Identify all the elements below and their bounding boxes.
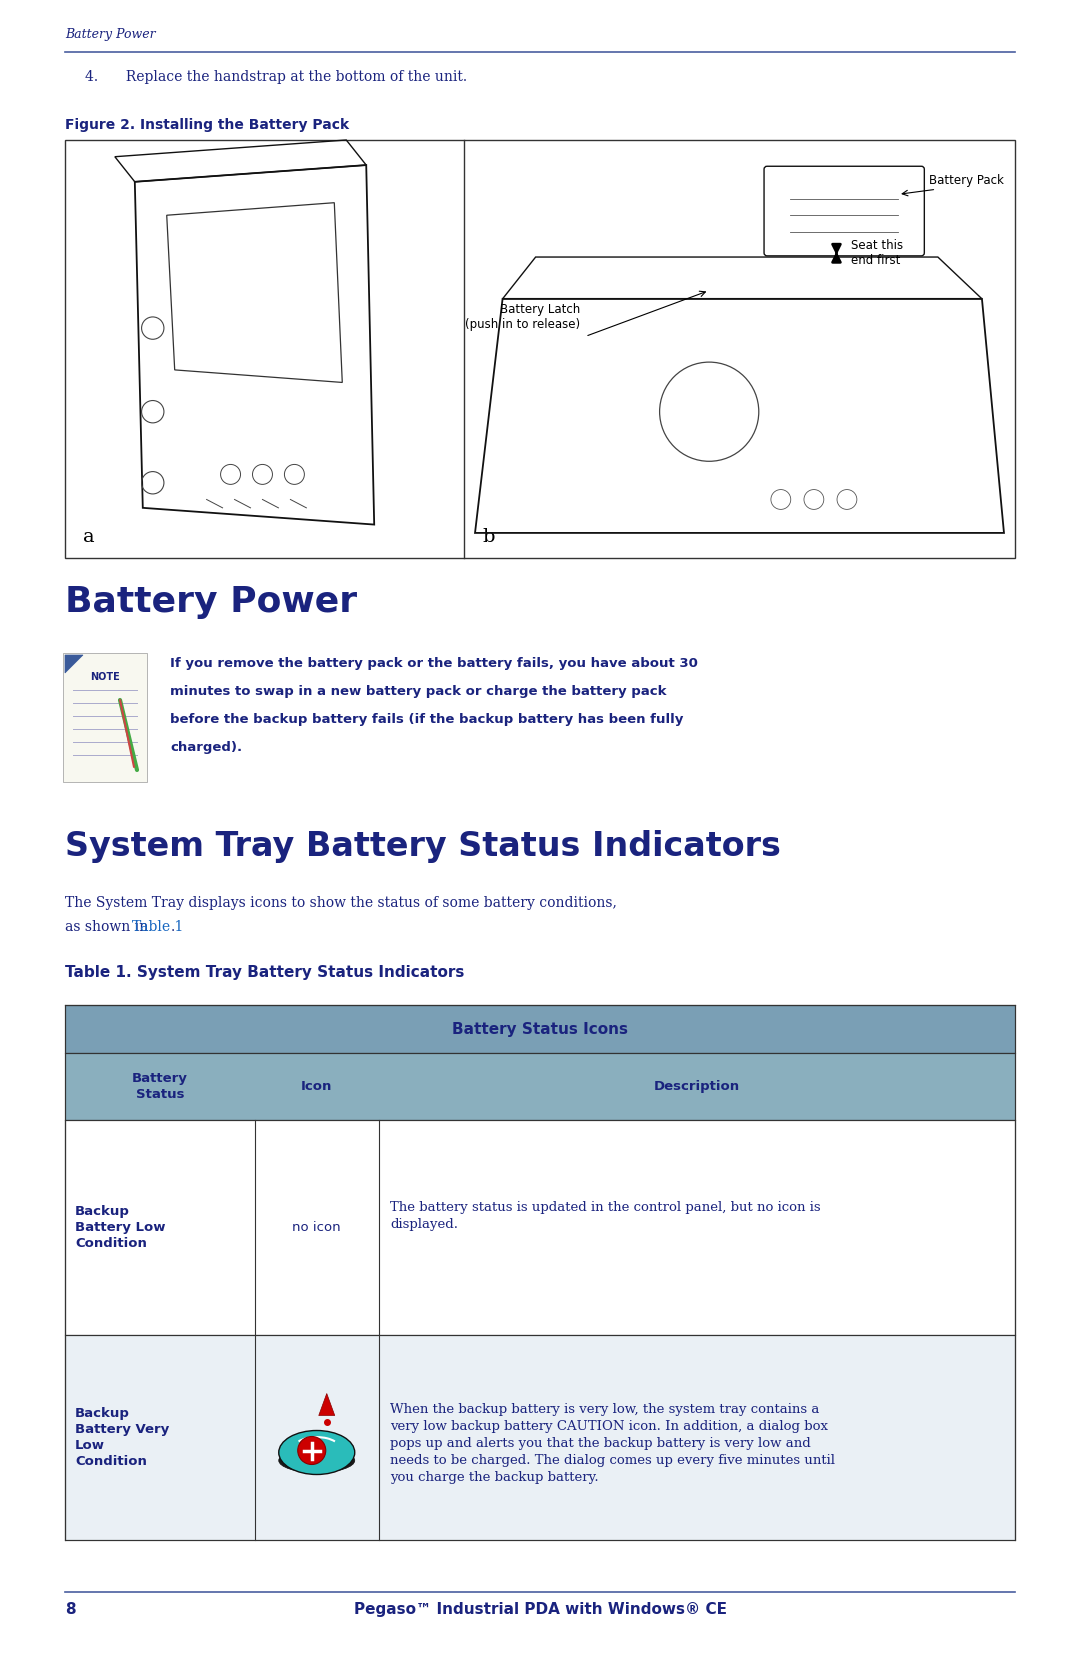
Text: minutes to swap in a new battery pack or charge the battery pack: minutes to swap in a new battery pack or… (170, 684, 666, 698)
Text: Description: Description (653, 1080, 740, 1093)
Text: a: a (83, 527, 95, 546)
Text: The battery status is updated in the control panel, but no icon is
displayed.: The battery status is updated in the con… (391, 1200, 821, 1230)
Text: System Tray Battery Status Indicators: System Tray Battery Status Indicators (65, 829, 781, 863)
Text: Backup
Battery Low
Condition: Backup Battery Low Condition (75, 1205, 165, 1250)
Text: no icon: no icon (293, 1222, 341, 1233)
Bar (65, 140, 1015, 557)
Text: as shown in: as shown in (65, 920, 152, 935)
Text: Battery Power: Battery Power (65, 586, 357, 619)
Ellipse shape (279, 1449, 354, 1472)
Text: before the backup battery fails (if the backup battery has been fully: before the backup battery fails (if the … (170, 713, 684, 726)
Text: Pegaso™ Industrial PDA with Windows® CE: Pegaso™ Industrial PDA with Windows® CE (353, 1602, 727, 1617)
Text: When the backup battery is very low, the system tray contains a
very low backup : When the backup battery is very low, the… (391, 1402, 836, 1484)
Text: 8: 8 (65, 1602, 76, 1617)
Bar (65, 1120, 1015, 1335)
Bar (65, 1053, 1015, 1120)
Text: Battery Power: Battery Power (65, 28, 156, 42)
Text: Icon: Icon (301, 1080, 333, 1093)
Text: .: . (171, 920, 175, 935)
Text: If you remove the battery pack or the battery fails, you have about 30: If you remove the battery pack or the ba… (170, 658, 698, 669)
Circle shape (298, 1437, 326, 1464)
Text: 4.  Replace the handstrap at the bottom of the unit.: 4. Replace the handstrap at the bottom o… (85, 70, 468, 83)
FancyBboxPatch shape (63, 653, 147, 783)
Text: Backup
Battery Very
Low
Condition: Backup Battery Very Low Condition (75, 1407, 170, 1469)
Text: Table 1: Table 1 (132, 920, 183, 935)
Text: Battery Pack: Battery Pack (929, 174, 1004, 187)
Text: NOTE: NOTE (90, 673, 120, 683)
Bar (65, 1005, 1015, 1053)
Text: b: b (482, 527, 495, 546)
Bar (65, 1335, 1015, 1540)
Ellipse shape (279, 1430, 354, 1474)
Text: Seat this
end first: Seat this end first (851, 239, 904, 267)
Text: Table 1. System Tray Battery Status Indicators: Table 1. System Tray Battery Status Indi… (65, 965, 464, 980)
Text: charged).: charged). (170, 741, 242, 754)
Text: Battery Latch
(push in to release): Battery Latch (push in to release) (465, 304, 580, 332)
Text: Figure 2. Installing the Battery Pack: Figure 2. Installing the Battery Pack (65, 118, 349, 132)
Text: Battery
Status: Battery Status (132, 1071, 188, 1102)
Text: The System Tray displays icons to show the status of some battery conditions,: The System Tray displays icons to show t… (65, 896, 617, 910)
Polygon shape (319, 1394, 335, 1415)
FancyBboxPatch shape (764, 167, 924, 255)
Polygon shape (65, 654, 83, 673)
Text: Battery Status Icons: Battery Status Icons (453, 1021, 627, 1036)
